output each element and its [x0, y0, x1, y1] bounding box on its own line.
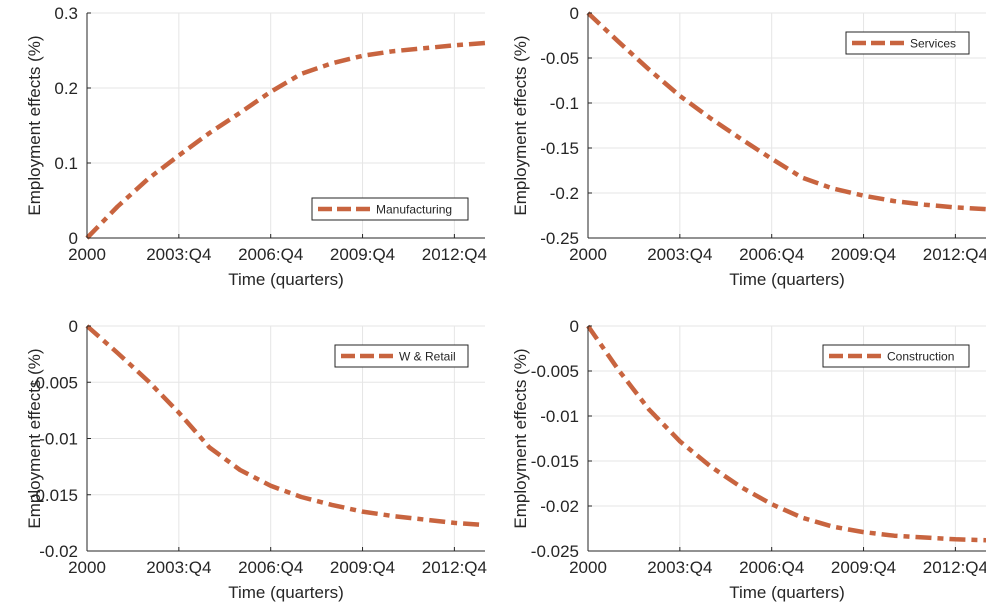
x-tick-label: 2006:Q4	[238, 558, 303, 577]
y-tick-label: 0	[570, 317, 579, 336]
series-line-1	[586, 11, 986, 212]
legend-box	[845, 31, 970, 55]
x-axis-label: Time (quarters)	[729, 270, 845, 289]
legend: Manufacturing	[311, 197, 469, 221]
x-tick-label: 2006:Q4	[238, 245, 303, 264]
x-tick-label: 2006:Q4	[739, 245, 804, 264]
series-line-1	[586, 324, 986, 543]
x-tick-label: 2012:Q4	[923, 245, 986, 264]
x-tick-label: 2000	[569, 245, 607, 264]
y-tick-label: -0.015	[531, 452, 579, 471]
y-tick-label: -0.1	[550, 94, 579, 113]
y-tick-label: 0.2	[54, 79, 78, 98]
legend-box	[822, 344, 970, 368]
y-axis-label: Employment effects (%)	[25, 348, 44, 528]
y-axis-label: Employment effects (%)	[511, 35, 530, 215]
x-tick-label: 2003:Q4	[647, 245, 712, 264]
y-tick-label: 0	[570, 4, 579, 23]
x-axis-label: Time (quarters)	[228, 583, 344, 602]
legend: Construction	[822, 344, 970, 368]
x-tick-label: 2000	[68, 245, 106, 264]
legend-label: W & Retail	[399, 350, 456, 364]
y-tick-label: -0.01	[39, 430, 78, 449]
x-tick-label: 2009:Q4	[330, 245, 395, 264]
chart-panel-1: 2000 2003:Q4 2006:Q4 2009:Q4 2012:Q4 0 0.1 0.2 0…	[25, 4, 487, 289]
series-line-1	[85, 40, 486, 240]
x-tick-label: 2003:Q4	[146, 245, 211, 264]
y-tick-label: 0.1	[54, 154, 78, 173]
x-axis-label: Time (quarters)	[729, 583, 845, 602]
x-tick-label: 2003:Q4	[647, 558, 712, 577]
series-line-1	[85, 324, 486, 528]
x-tick-label: 2000	[569, 558, 607, 577]
y-tick-label: -0.01	[540, 407, 579, 426]
x-tick-label: 2009:Q4	[831, 558, 896, 577]
y-tick-label: -0.005	[30, 373, 78, 392]
y-tick-label: 0	[69, 229, 78, 248]
legend-label: Manufacturing	[376, 203, 452, 217]
y-axis-label: Employment effects (%)	[511, 348, 530, 528]
x-tick-label: 2003:Q4	[146, 558, 211, 577]
legend: Services	[845, 31, 970, 55]
x-axis-label: Time (quarters)	[228, 270, 344, 289]
y-tick-label: 0	[69, 317, 78, 336]
legend-box	[334, 344, 469, 368]
legend-label: Construction	[887, 350, 954, 364]
y-tick-label: -0.05	[540, 49, 579, 68]
x-tick-label: 2009:Q4	[831, 245, 896, 264]
y-tick-label: -0.005	[531, 362, 579, 381]
y-tick-label: -0.15	[540, 139, 579, 158]
x-tick-label: 2012:Q4	[422, 245, 487, 264]
y-tick-label: -0.02	[540, 497, 579, 516]
x-tick-label: 2000	[68, 558, 106, 577]
legend-label: Services	[910, 37, 956, 51]
y-tick-label: 0.3	[54, 4, 78, 23]
legend: W & Retail	[334, 344, 469, 368]
x-tick-label: 2012:Q4	[923, 558, 986, 577]
y-tick-label: -0.015	[30, 486, 78, 505]
legend-box	[311, 197, 469, 221]
y-tick-label: -0.02	[39, 542, 78, 561]
y-tick-label: -0.025	[531, 542, 579, 561]
x-tick-label: 2006:Q4	[739, 558, 804, 577]
chart-panel-4: 2000 2003:Q4 2006:Q4 2009:Q4 2012:Q4 -0.025 -0…	[511, 317, 986, 602]
x-tick-label: 2009:Q4	[330, 558, 395, 577]
y-axis-label: Employment effects (%)	[25, 35, 44, 215]
chart-panel-3: 2000 2003:Q4 2006:Q4 2009:Q4 2012:Q4 -0.02 -0.…	[25, 317, 487, 602]
y-tick-label: -0.2	[550, 184, 579, 203]
y-tick-label: -0.25	[540, 229, 579, 248]
chart-panel-2: 2000 2003:Q4 2006:Q4 2009:Q4 2012:Q4 -0.25 -0.…	[511, 4, 986, 289]
x-tick-label: 2012:Q4	[422, 558, 487, 577]
